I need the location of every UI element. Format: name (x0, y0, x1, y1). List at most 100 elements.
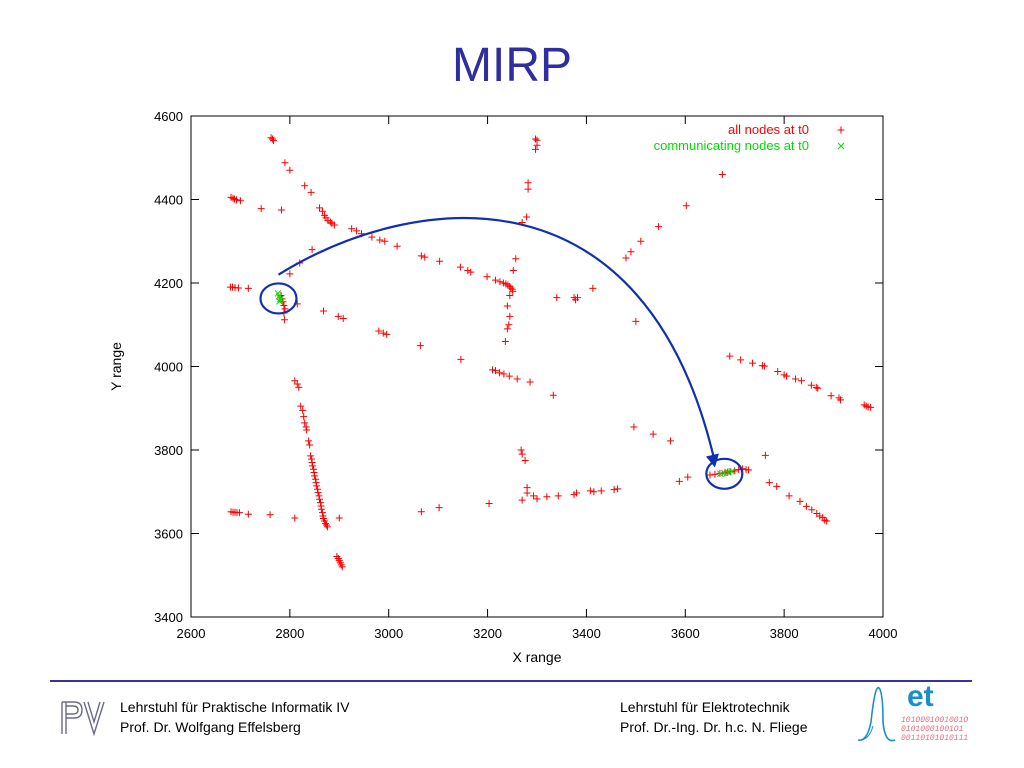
node-point (530, 492, 538, 500)
node-point (416, 342, 424, 350)
node-point (307, 452, 315, 460)
svg-text:01010001001O1: 01010001001O1 (901, 725, 964, 734)
footer-left: Lehrstuhl für Praktische Informatik IV P… (120, 697, 350, 737)
node-point (532, 135, 540, 143)
node-point (308, 246, 316, 254)
node-point (299, 406, 307, 414)
y-tick-label: 3600 (154, 527, 183, 542)
node-point (573, 489, 581, 497)
node-point (313, 482, 321, 490)
node-point (338, 563, 346, 571)
node-point (277, 206, 285, 214)
node-point (244, 510, 252, 518)
node-point (509, 266, 517, 274)
node-point (610, 486, 618, 494)
node-point (774, 368, 782, 376)
node-point (773, 482, 781, 490)
y-tick-label: 4200 (154, 276, 183, 291)
node-point (513, 375, 521, 383)
scatter-chart: 2600 2800 3000 3200 3400 3600 3800 4000 3400 3600… (108, 109, 898, 665)
node-point (348, 225, 356, 233)
footer-right-line2: Prof. Dr.-Ing. Dr. h.c. N. Fliege (620, 719, 808, 735)
legend-label: all nodes at t0 (728, 122, 809, 137)
node-point (501, 337, 509, 345)
node-point (286, 166, 294, 174)
y-tick-label: 4000 (154, 360, 183, 375)
node-point (235, 509, 243, 517)
node-point (301, 182, 309, 190)
svg-text:et: et (907, 682, 934, 713)
node-point (234, 284, 242, 292)
node-point (622, 254, 630, 262)
node-point (783, 372, 791, 380)
node-point (792, 375, 800, 383)
node-point (270, 137, 278, 145)
node-point (457, 355, 465, 363)
y-tick-label: 4600 (154, 109, 183, 124)
node-point (517, 446, 525, 454)
node-point (682, 202, 690, 210)
node-point (435, 504, 443, 512)
node-point (495, 369, 503, 377)
plot-frame (190, 115, 884, 618)
node-point (543, 493, 551, 501)
node-point (749, 359, 757, 367)
node-point (796, 497, 804, 505)
node-point (614, 485, 622, 493)
svg-text:00110101010111: 00110101010111 (901, 734, 968, 743)
node-point (597, 487, 605, 495)
footer-divider (50, 680, 972, 682)
node-point (491, 367, 499, 375)
node-point (630, 423, 638, 431)
node-point (532, 145, 540, 153)
node-point (500, 370, 508, 378)
node-point (314, 489, 322, 497)
node-point (301, 419, 309, 427)
node-point (718, 170, 726, 178)
node-point (518, 450, 526, 458)
x-tick-label: 3800 (770, 626, 799, 641)
node-point (812, 383, 820, 391)
node-point (316, 495, 324, 503)
node-point (586, 487, 594, 495)
x-tick-label: 4000 (869, 626, 898, 641)
node-point (827, 392, 835, 400)
node-point (524, 179, 532, 187)
node-point (675, 477, 683, 485)
flow-arrow (277, 217, 717, 463)
pv-logo (61, 701, 105, 736)
node-point (785, 492, 793, 500)
node-point (483, 273, 491, 281)
node-point (467, 268, 475, 276)
node-point (649, 430, 657, 438)
node-point (554, 492, 562, 500)
y-tick-label: 3400 (154, 610, 183, 625)
node-point (726, 352, 734, 360)
highlight-circle (705, 457, 744, 490)
node-point (305, 437, 313, 445)
y-tick-label: 4400 (154, 193, 183, 208)
node-point (512, 255, 520, 263)
y-tick-label: 3800 (154, 443, 183, 458)
legend-marker (837, 142, 845, 150)
node-point (379, 329, 387, 337)
node-point (489, 366, 497, 374)
slide-title: MIRP (452, 39, 572, 92)
x-tick-label: 2600 (177, 626, 206, 641)
node-point (836, 396, 844, 404)
node-point (293, 380, 301, 388)
node-point (335, 514, 343, 522)
node-point (417, 508, 425, 516)
node-point (505, 372, 513, 380)
node-point (303, 426, 311, 434)
flow-arrow-head (705, 453, 719, 468)
communicating-node-point (276, 298, 283, 305)
node-point (307, 188, 315, 196)
x-tick-label: 2800 (275, 626, 304, 641)
node-point (322, 521, 330, 529)
node-point (306, 441, 314, 449)
node-point (684, 473, 692, 481)
node-point (421, 253, 429, 261)
highlight-circle (259, 282, 298, 315)
node-point (503, 325, 511, 333)
